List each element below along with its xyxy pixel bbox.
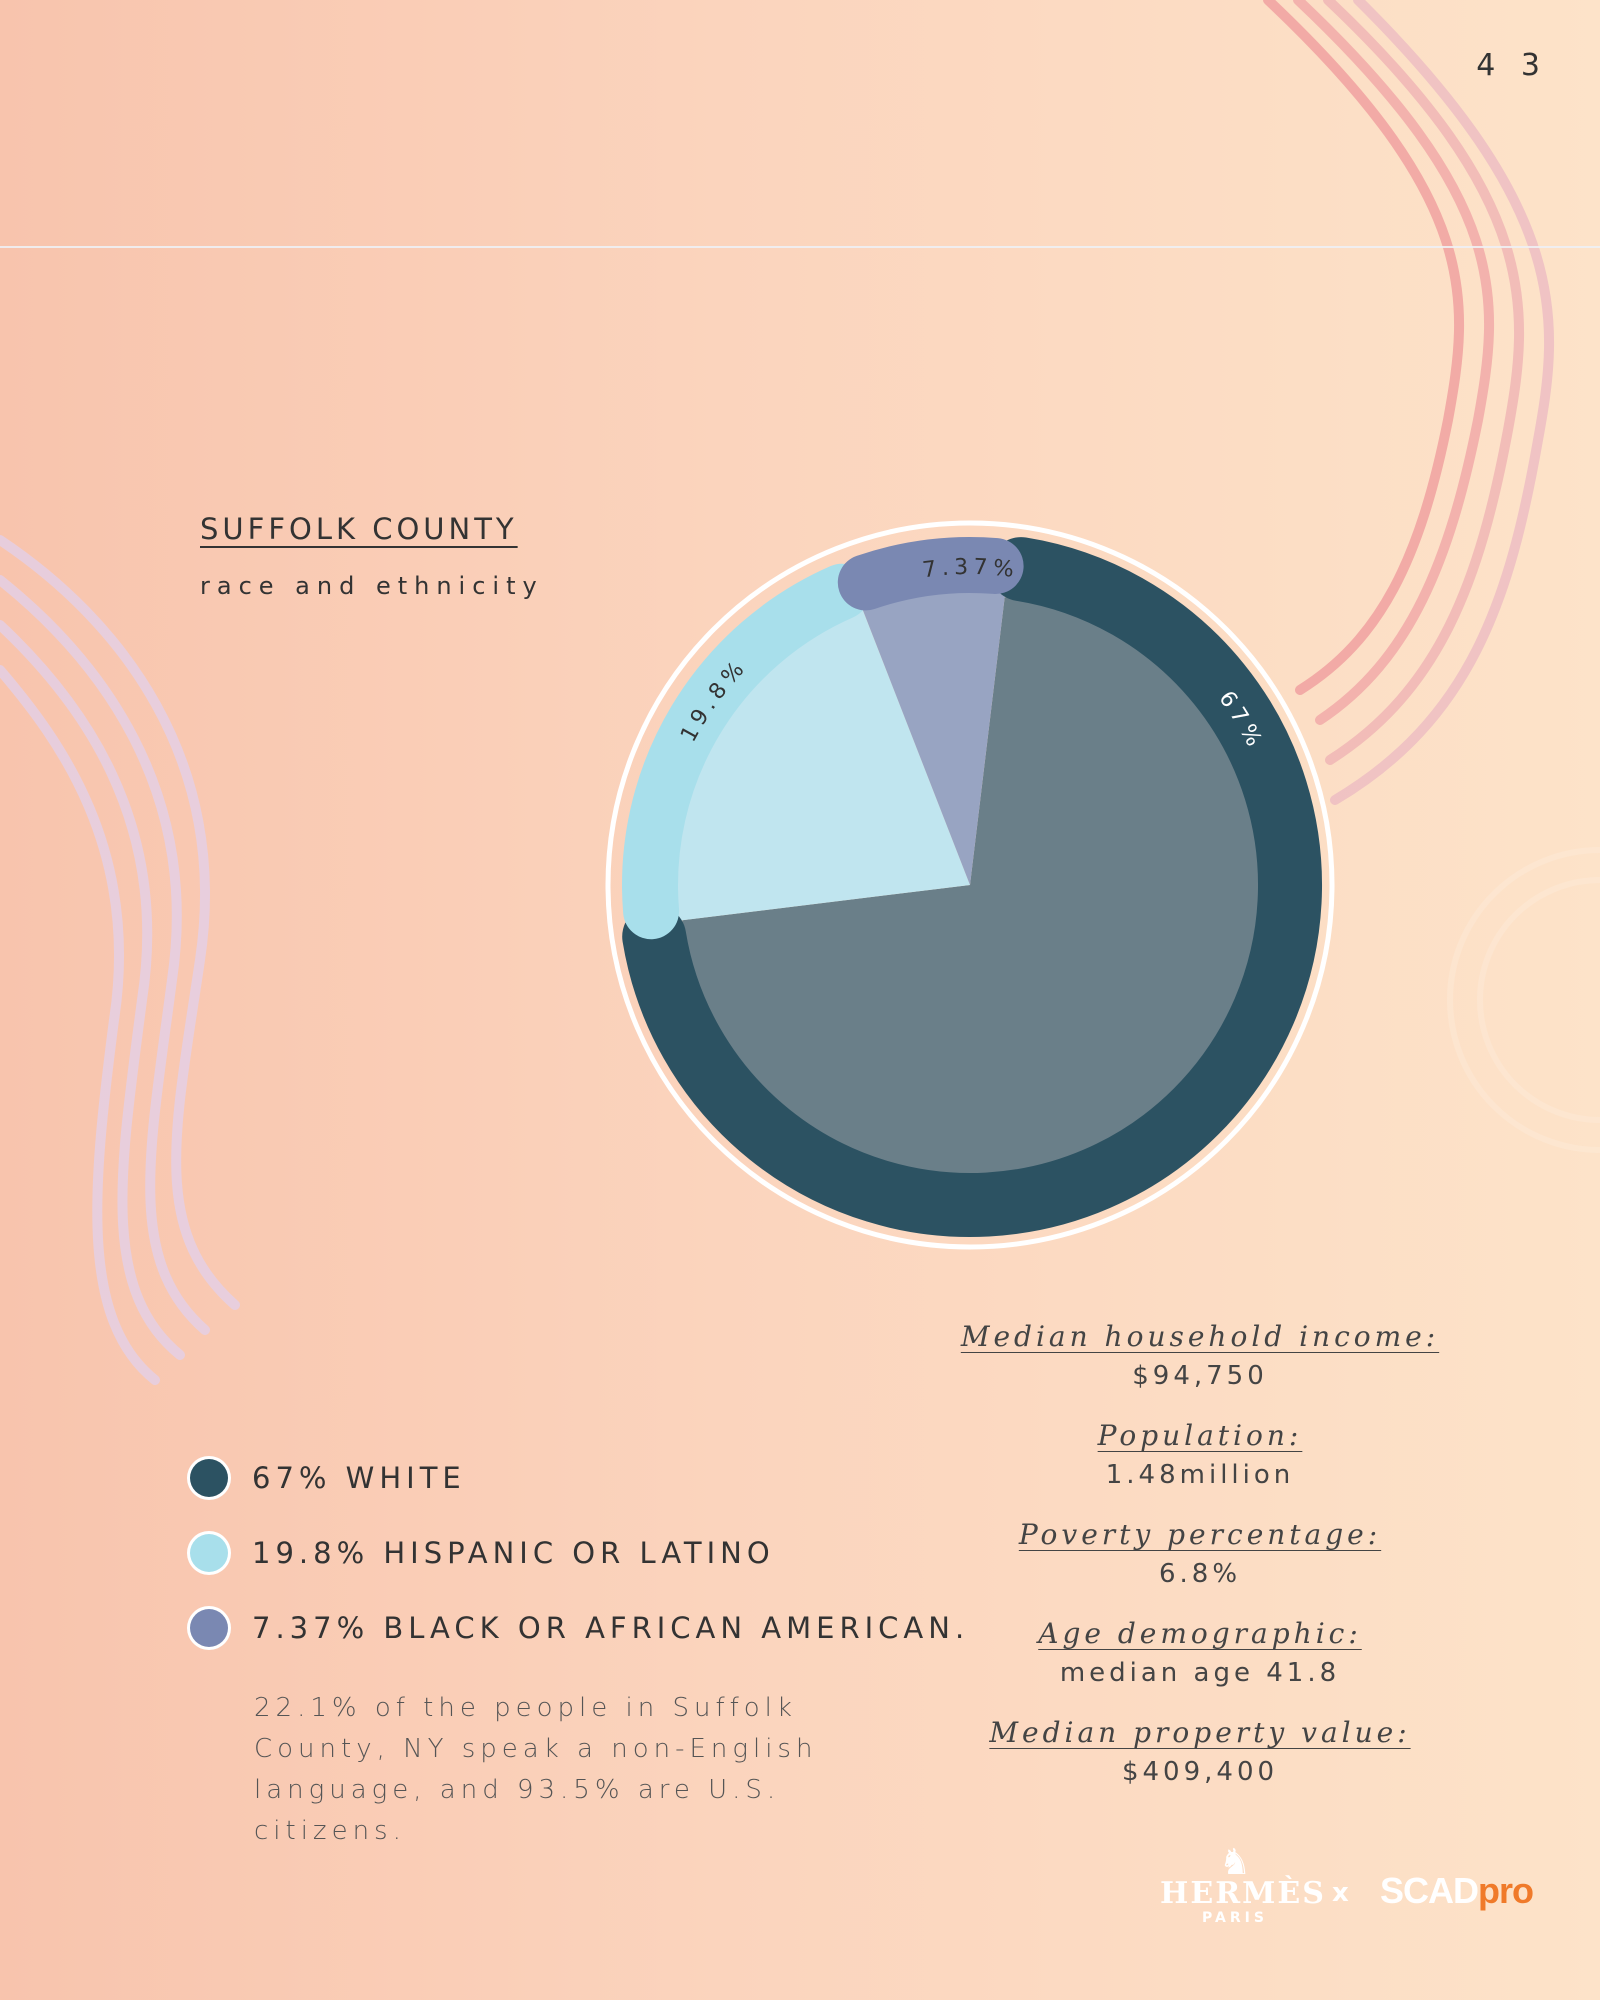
- pie-slices: [669, 565, 1261, 1176]
- hermes-wordmark: HERMÈS: [1160, 1876, 1326, 1911]
- collab-x: x: [1332, 1878, 1349, 1908]
- stat-value: 6.8%: [1158, 1559, 1242, 1589]
- legend-item-white: 67% WHITE: [190, 1458, 969, 1498]
- scadpro-logo: SCADpro: [1380, 1870, 1534, 1912]
- slice-arc: [622, 537, 1322, 1237]
- legend-swatch: [190, 1609, 228, 1647]
- page-number: 4 3: [1476, 48, 1548, 83]
- chart-heading: SUFFOLK COUNTY race and ethnicity: [200, 512, 544, 600]
- chart-title: SUFFOLK COUNTY: [200, 512, 518, 546]
- partner-logos: ♞ HERMÈS PARIS x SCADpro: [1160, 1838, 1540, 1928]
- legend-swatch: [190, 1534, 228, 1572]
- language-note: 22.1% of the people in Suffolk County, N…: [254, 1693, 818, 1846]
- slice-label: 7.37%: [921, 555, 1020, 584]
- stat-value: $409,400: [1121, 1757, 1279, 1787]
- pro-wordmark: pro: [1478, 1870, 1534, 1911]
- chart-outline: [605, 520, 1335, 1250]
- county-stats: Median household income: $94,750 Populat…: [940, 1320, 1460, 1815]
- header-divider: [0, 246, 1600, 248]
- legend-label: 67% WHITE: [252, 1461, 466, 1495]
- stat-population: Population: 1.48million: [940, 1419, 1460, 1490]
- stat-label: Age demographic:: [1038, 1617, 1362, 1650]
- chart-subtitle: race and ethnicity: [200, 572, 544, 600]
- outline-ring: [605, 520, 1335, 1250]
- pie-slice: [669, 605, 970, 922]
- stat-label: Population:: [1097, 1419, 1303, 1452]
- legend-label: 19.8% HISPANIC OR LATINO: [252, 1536, 775, 1570]
- legend-item-black: 7.37% BLACK OR AFRICAN AMERICAN.: [190, 1608, 969, 1648]
- slice-arc: [622, 563, 870, 940]
- stat-age: Age demographic: median age 41.8: [940, 1617, 1460, 1688]
- stat-label: Poverty percentage:: [1018, 1518, 1382, 1551]
- stat-value: median age 41.8: [1059, 1658, 1341, 1688]
- legend-item-hispanic: 19.8% HISPANIC OR LATINO: [190, 1533, 969, 1573]
- slice-arc: [837, 536, 1024, 611]
- stat-property: Median property value: $409,400: [940, 1716, 1460, 1787]
- pie-slice: [682, 597, 1261, 1176]
- legend-swatch: [190, 1459, 228, 1497]
- stat-value: 1.48million: [1105, 1460, 1295, 1490]
- stat-poverty: Poverty percentage: 6.8%: [940, 1518, 1460, 1589]
- hermes-subtitle: PARIS: [1202, 1910, 1268, 1926]
- slice-arcs: [622, 536, 1322, 1237]
- pie-slice: [853, 565, 1009, 885]
- stat-label: Median household income:: [960, 1320, 1440, 1353]
- scad-wordmark: SCAD: [1380, 1870, 1479, 1911]
- legend: 67% WHITE 19.8% HISPANIC OR LATINO 7.37%…: [190, 1458, 969, 1683]
- legend-label: 7.37% BLACK OR AFRICAN AMERICAN.: [252, 1611, 970, 1645]
- stat-value: $94,750: [1132, 1361, 1268, 1391]
- hermes-logo: ♞ HERMÈS PARIS: [1160, 1842, 1326, 1927]
- pie-chart: 67%19.8%7.37%: [605, 520, 1335, 1250]
- horse-carriage-icon: ♞: [1218, 1842, 1252, 1883]
- stat-label: Median property value:: [989, 1716, 1411, 1749]
- stat-income: Median household income: $94,750: [940, 1320, 1460, 1391]
